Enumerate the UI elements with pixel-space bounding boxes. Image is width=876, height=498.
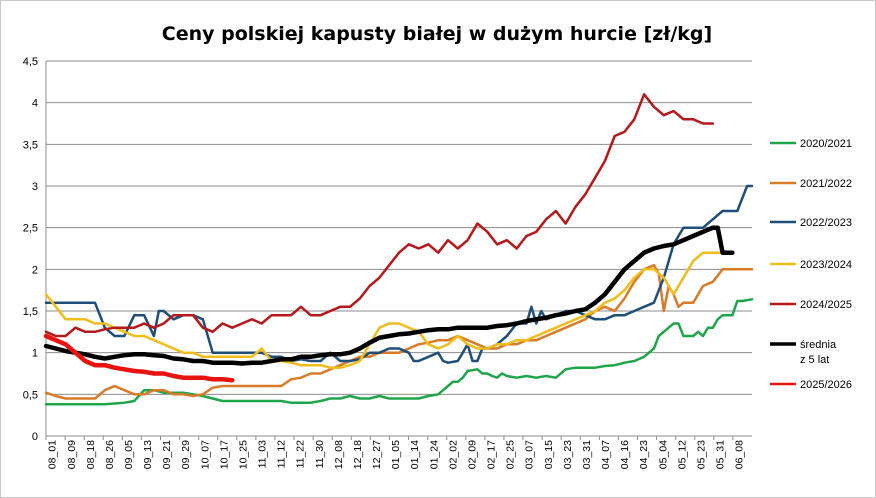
legend-label: 2020/2021	[800, 138, 852, 150]
legend-label: 2024/2025	[800, 299, 852, 311]
x-tick-label: 08_09	[66, 440, 78, 469]
x-tick-label: 11_12	[276, 440, 288, 469]
y-axis: 0 0,5 1 1,5 2 2,5 3 3,5 4 4,5	[23, 56, 47, 443]
x-tick-label: 03_07	[524, 440, 536, 469]
series-line	[43, 225, 735, 366]
x-tick-label: 09_05	[123, 440, 135, 469]
x-tick-label: 12_27	[371, 440, 383, 469]
x-tick-label: 02_02	[447, 440, 459, 469]
y-tick-label: 0,5	[23, 389, 38, 401]
x-tick-label: 02_17	[486, 440, 498, 469]
y-tick-label: 0	[32, 431, 38, 443]
y-tick-label: 1	[32, 348, 38, 360]
legend-label: 2021/2022	[800, 178, 852, 190]
y-tick-label: 1,5	[23, 306, 38, 318]
y-tick-label: 4,5	[23, 56, 38, 68]
x-tick-label: 09_29	[180, 440, 192, 469]
legend-label: średnia z 5 lat	[800, 339, 837, 366]
series-lines	[43, 93, 754, 406]
x-tick-label: 01_14	[409, 440, 421, 469]
x-tick-label: 12_08	[333, 440, 345, 469]
series-line	[44, 93, 715, 338]
x-tick-label: 05_31	[715, 440, 727, 469]
chart-title: Ceny polskiej kapusty białej w dużym hur…	[162, 23, 712, 45]
x-tick-label: 06_08	[734, 440, 746, 469]
x-tick-label: 01_05	[390, 440, 402, 469]
series-line	[44, 263, 754, 400]
series-line	[44, 298, 754, 406]
x-tick-label: 11_22	[295, 440, 307, 469]
x-tick-label: 01_24	[428, 440, 440, 469]
x-tick-label: 05_04	[657, 440, 669, 469]
x-tick-label: 03_31	[581, 440, 593, 469]
x-tick-label: 10_25	[237, 440, 249, 469]
x-tick-label: 10_17	[218, 440, 230, 469]
x-tick-label: 11_30	[314, 440, 326, 469]
x-tick-label: 09_21	[161, 440, 173, 469]
x-tick-label: 08_18	[85, 440, 97, 469]
legend-label: 2022/2023	[800, 217, 852, 229]
y-tick-label: 3,5	[23, 139, 38, 151]
x-tick-label: 05_12	[676, 440, 688, 469]
x-tick-label: 05_23	[695, 440, 707, 469]
x-tick-label: 04_23	[638, 440, 650, 469]
x-tick-label: 08_01	[47, 440, 59, 469]
y-tick-label: 2	[32, 264, 38, 276]
y-tick-label: 3	[32, 181, 38, 193]
x-tick-label: 10_07	[199, 440, 211, 469]
legend-label: 2023/2024	[800, 259, 852, 271]
x-tick-label: 11_03	[257, 440, 269, 469]
y-tick-label: 4	[32, 98, 38, 110]
x-tick-label: 02_09	[466, 440, 478, 469]
x-tick-label: 08_26	[104, 440, 116, 469]
x-tick-label: 12_18	[352, 440, 364, 469]
series-line	[44, 251, 734, 369]
x-axis: 08_01 08_09 08_18 08_26 09_05 09_13 09_21 09_29…	[45, 436, 746, 469]
x-tick-label: 02_25	[505, 440, 517, 469]
series-line	[43, 333, 235, 383]
x-tick-label: 03_23	[562, 440, 574, 469]
x-tick-label: 04_07	[600, 440, 612, 469]
x-tick-label: 04_16	[619, 440, 631, 469]
x-tick-label: 09_13	[142, 440, 154, 469]
y-tick-label: 2,5	[23, 223, 38, 235]
legend: 2020/2021 2021/2022 2022/2023 2023/2024 2024…	[770, 138, 852, 391]
legend-label: 2025/2026	[800, 379, 852, 391]
x-tick-label: 03_15	[543, 440, 555, 469]
grid-lines	[46, 60, 752, 437]
